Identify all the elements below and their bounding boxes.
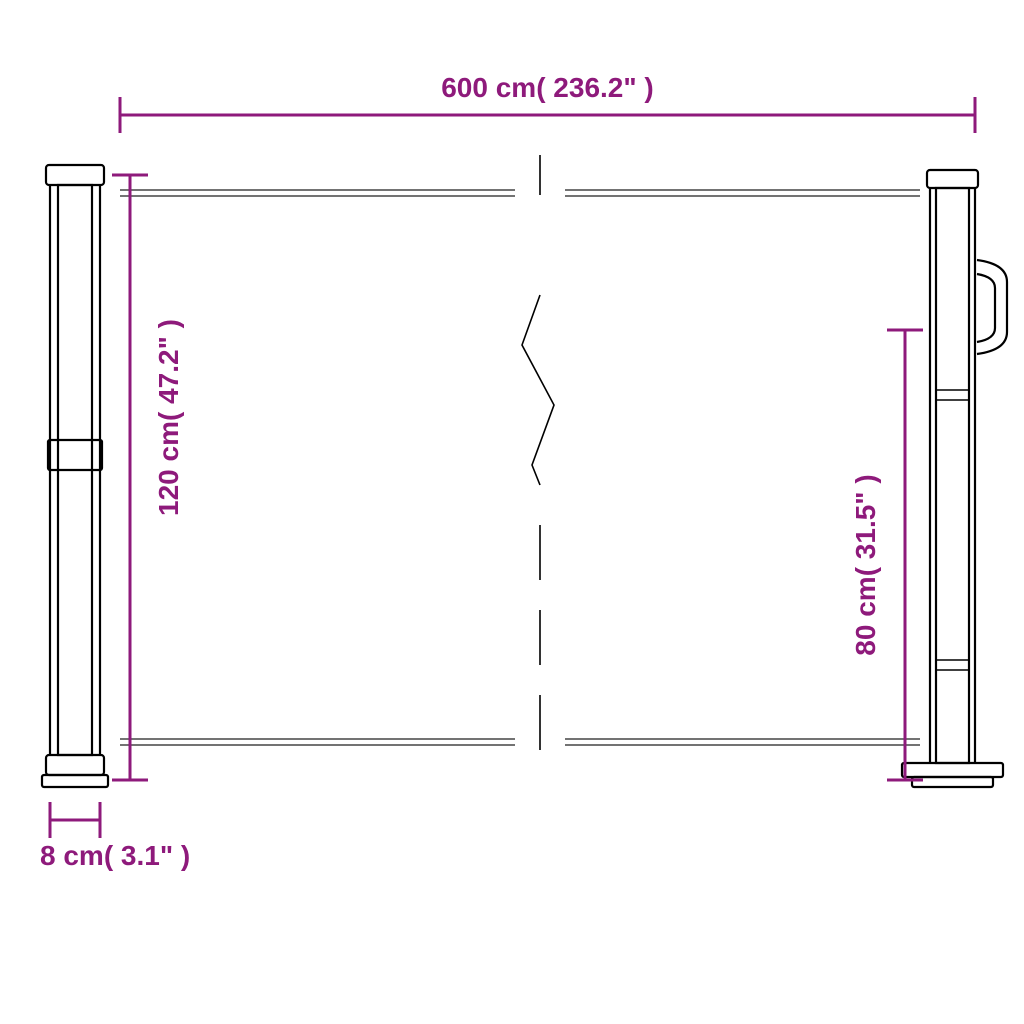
width-label: 600 cm( 236.2" ) xyxy=(441,72,654,103)
dimensions xyxy=(50,97,975,838)
height-right-label: 80 cm( 31.5" ) xyxy=(850,474,881,655)
depth-label: 8 cm( 3.1" ) xyxy=(40,840,190,871)
height-left-label: 120 cm( 47.2" ) xyxy=(153,319,184,516)
product-outline xyxy=(42,155,1007,787)
